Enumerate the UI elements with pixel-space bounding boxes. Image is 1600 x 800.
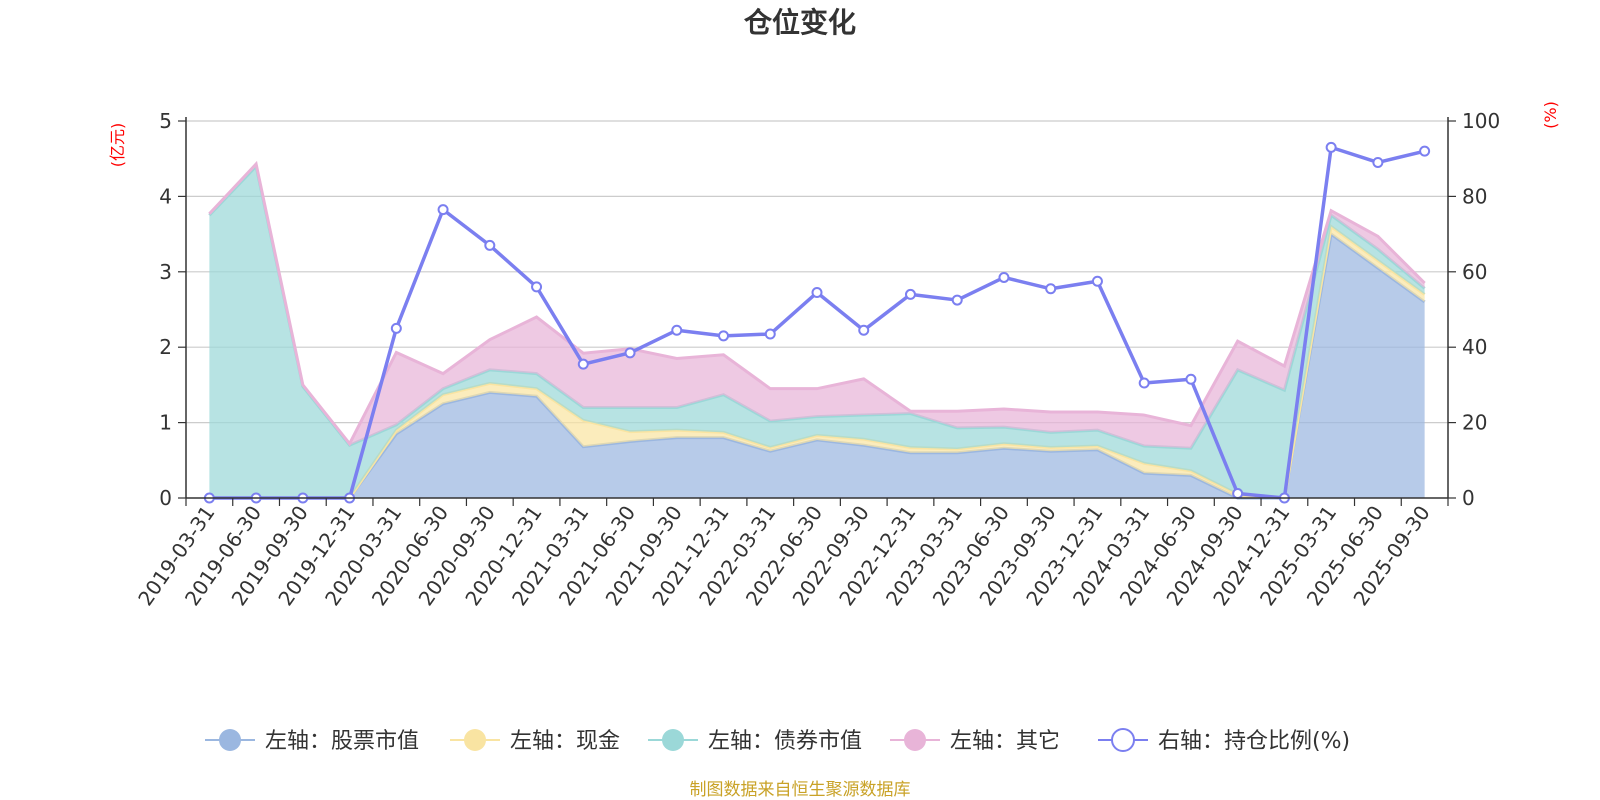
legend-marker [662,729,684,751]
ratio-point [624,347,636,359]
legend-marker [1111,728,1135,752]
left-axis-unit: (亿元) [108,123,127,168]
data-source-footer: 制图数据来自恒生聚源数据库 [690,780,911,800]
legend-item: 左轴：债券市值 [648,729,862,754]
chart-title: 仓位变化 [744,6,856,39]
ratio-point [1325,141,1337,153]
left-tick-label: 0 [159,486,172,510]
ratio-point [998,271,1010,283]
legend-item: 左轴：股票市值 [205,729,419,754]
ratio-point [951,294,963,306]
ratio-point [1138,377,1150,389]
ratio-point [531,281,543,293]
right-axis-unit: (%) [1541,101,1560,129]
left-tick-label: 2 [159,335,172,359]
area-edge-左轴：其它 [208,160,1426,447]
ratio-point [1232,487,1244,499]
left-tick-label: 3 [159,260,172,284]
legend-label: 左轴：现金 [510,729,620,754]
right-tick-label: 20 [1462,411,1487,435]
right-tick-label: 100 [1462,109,1500,133]
right-tick-label: 80 [1462,184,1487,208]
stacked-areas [208,160,1426,500]
legend-marker [219,729,241,751]
ratio-point [1372,156,1384,168]
ratio-point [811,287,823,299]
left-tick-label: 5 [159,109,172,133]
ratio-point [390,322,402,334]
legend-item: 左轴：现金 [450,729,620,754]
ratio-point [904,288,916,300]
area-左轴：股票市值 [209,234,1425,498]
legend-marker [904,729,926,751]
legend-label: 左轴：债券市值 [708,729,862,754]
area-左轴：其它 [209,163,1425,449]
legend-label: 右轴：持仓比例(%) [1158,729,1350,754]
ratio-point [484,239,496,251]
right-tick-label: 40 [1462,335,1487,359]
left-tick-label: 1 [159,411,172,435]
ratio-point [577,358,589,370]
left-tick-label: 4 [159,184,172,208]
area-左轴：债券市值 [209,166,1425,499]
ratio-line-series [203,141,1431,504]
ratio-point [1419,145,1431,157]
legend-marker [464,729,486,751]
legend-label: 左轴：股票市值 [265,729,419,754]
ratio-point [858,324,870,336]
ratio-point [718,330,730,342]
right-tick-label: 60 [1462,260,1487,284]
legend: 左轴：股票市值 左轴：现金 左轴：债券市值 左轴：其它 右轴：持仓比例(%) [205,728,1350,754]
ratio-point [764,328,776,340]
ratio-point [1185,373,1197,385]
legend-item: 左轴：其它 [890,729,1060,754]
ratio-point [671,324,683,336]
legend-item: 右轴：持仓比例(%) [1098,728,1350,754]
ratio-point [1091,275,1103,287]
right-tick-label: 0 [1462,486,1475,510]
ratio-point [1045,283,1057,295]
ratio-point [437,204,449,216]
legend-label: 左轴：其它 [950,729,1060,754]
